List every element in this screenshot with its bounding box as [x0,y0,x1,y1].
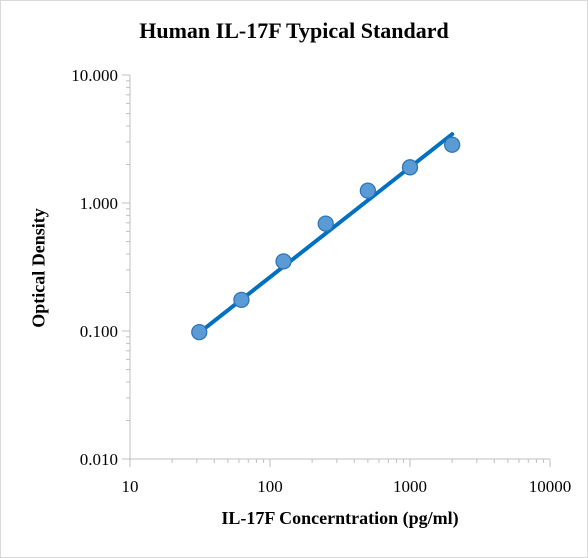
y-tick-label: 10.000 [71,66,118,85]
x-axis-label: IL-17F Concerntration (pg/ml) [221,508,459,528]
y-tick-label: 1.000 [80,194,118,213]
data-point [191,323,208,341]
y-tick-label: 0.010 [80,450,118,469]
data-point [233,291,250,309]
x-tick-label: 100 [257,477,283,496]
x-tick-label: 1000 [393,477,427,496]
x-tick-label: 10 [122,477,139,496]
y-axis-label: Optical Density [28,208,49,328]
chart-title: Human IL-17F Typical Standard [139,18,449,43]
data-point [359,182,377,199]
y-tick-label: 0.100 [80,322,118,341]
data-point [275,253,292,270]
x-tick-label: 10000 [529,477,572,496]
data-point [317,215,334,232]
data-point [401,159,419,176]
data-point [443,136,461,153]
